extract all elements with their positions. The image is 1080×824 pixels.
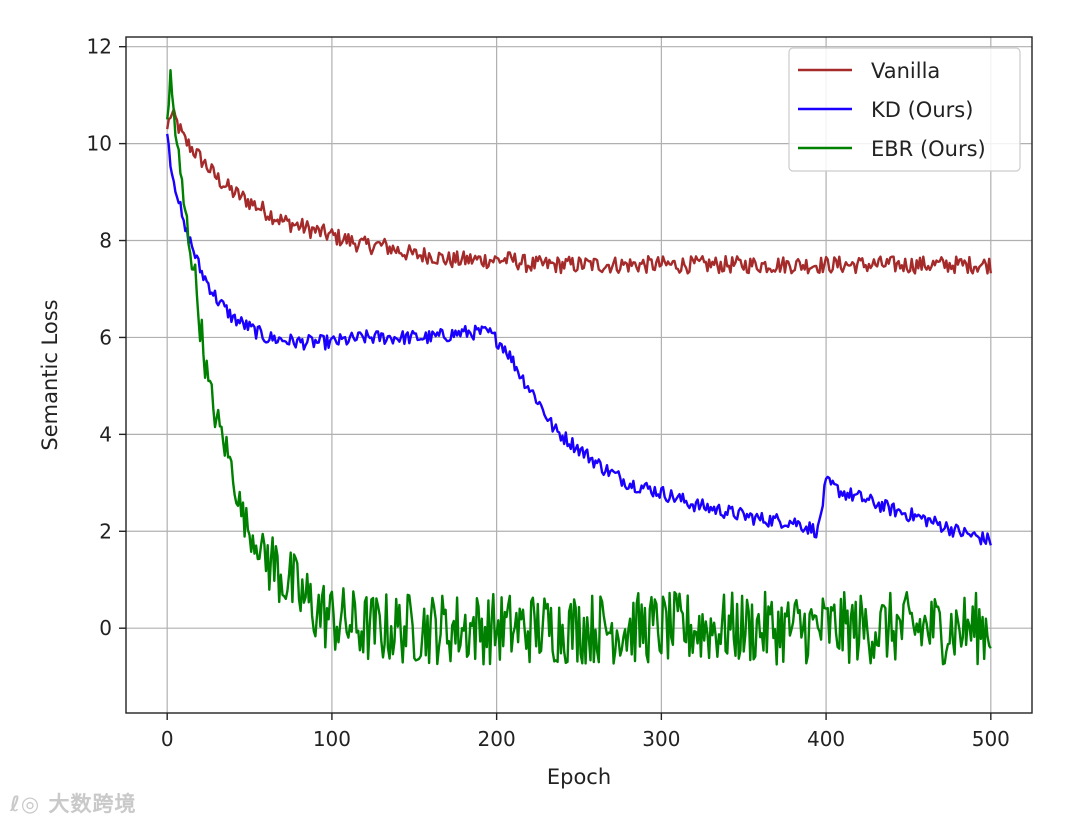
watermark-text: 大数跨境 xyxy=(48,792,137,816)
series-line-0 xyxy=(166,107,992,275)
legend: Vanilla KD (Ours) EBR (Ours) xyxy=(788,47,1021,172)
x-tick-label: 0 xyxy=(161,727,174,751)
x-tick-label: 500 xyxy=(972,727,1010,751)
x-axis-title: Epoch xyxy=(547,765,611,789)
x-tick-label: 100 xyxy=(313,727,351,751)
x-tick-label: 400 xyxy=(807,727,845,751)
legend-label: Vanilla xyxy=(871,59,940,83)
legend-label: EBR (Ours) xyxy=(871,137,986,161)
series-lines xyxy=(166,68,992,666)
y-axis-title: Semantic Loss xyxy=(38,299,62,450)
y-tick-label: 8 xyxy=(99,229,112,253)
watermark: ℓ◎ 大数跨境 xyxy=(10,788,137,818)
axis-ticks: 0 100 200 300 400 500 0 2 4 6 8 10 12 xyxy=(87,35,1010,751)
watermark-icon: ℓ◎ xyxy=(10,792,41,816)
series-line-1 xyxy=(166,133,992,546)
y-tick-label: 6 xyxy=(99,325,112,349)
x-tick-label: 300 xyxy=(642,727,680,751)
legend-box xyxy=(788,47,1021,172)
series-line-2 xyxy=(166,68,992,666)
plot-frame xyxy=(125,36,1033,714)
y-tick-label: 2 xyxy=(99,519,112,543)
y-tick-label: 12 xyxy=(87,35,112,59)
y-tick-label: 10 xyxy=(87,132,112,156)
x-tick-label: 200 xyxy=(478,727,516,751)
y-tick-label: 4 xyxy=(99,422,112,446)
y-tick-label: 0 xyxy=(99,616,112,640)
legend-label: KD (Ours) xyxy=(871,98,973,122)
